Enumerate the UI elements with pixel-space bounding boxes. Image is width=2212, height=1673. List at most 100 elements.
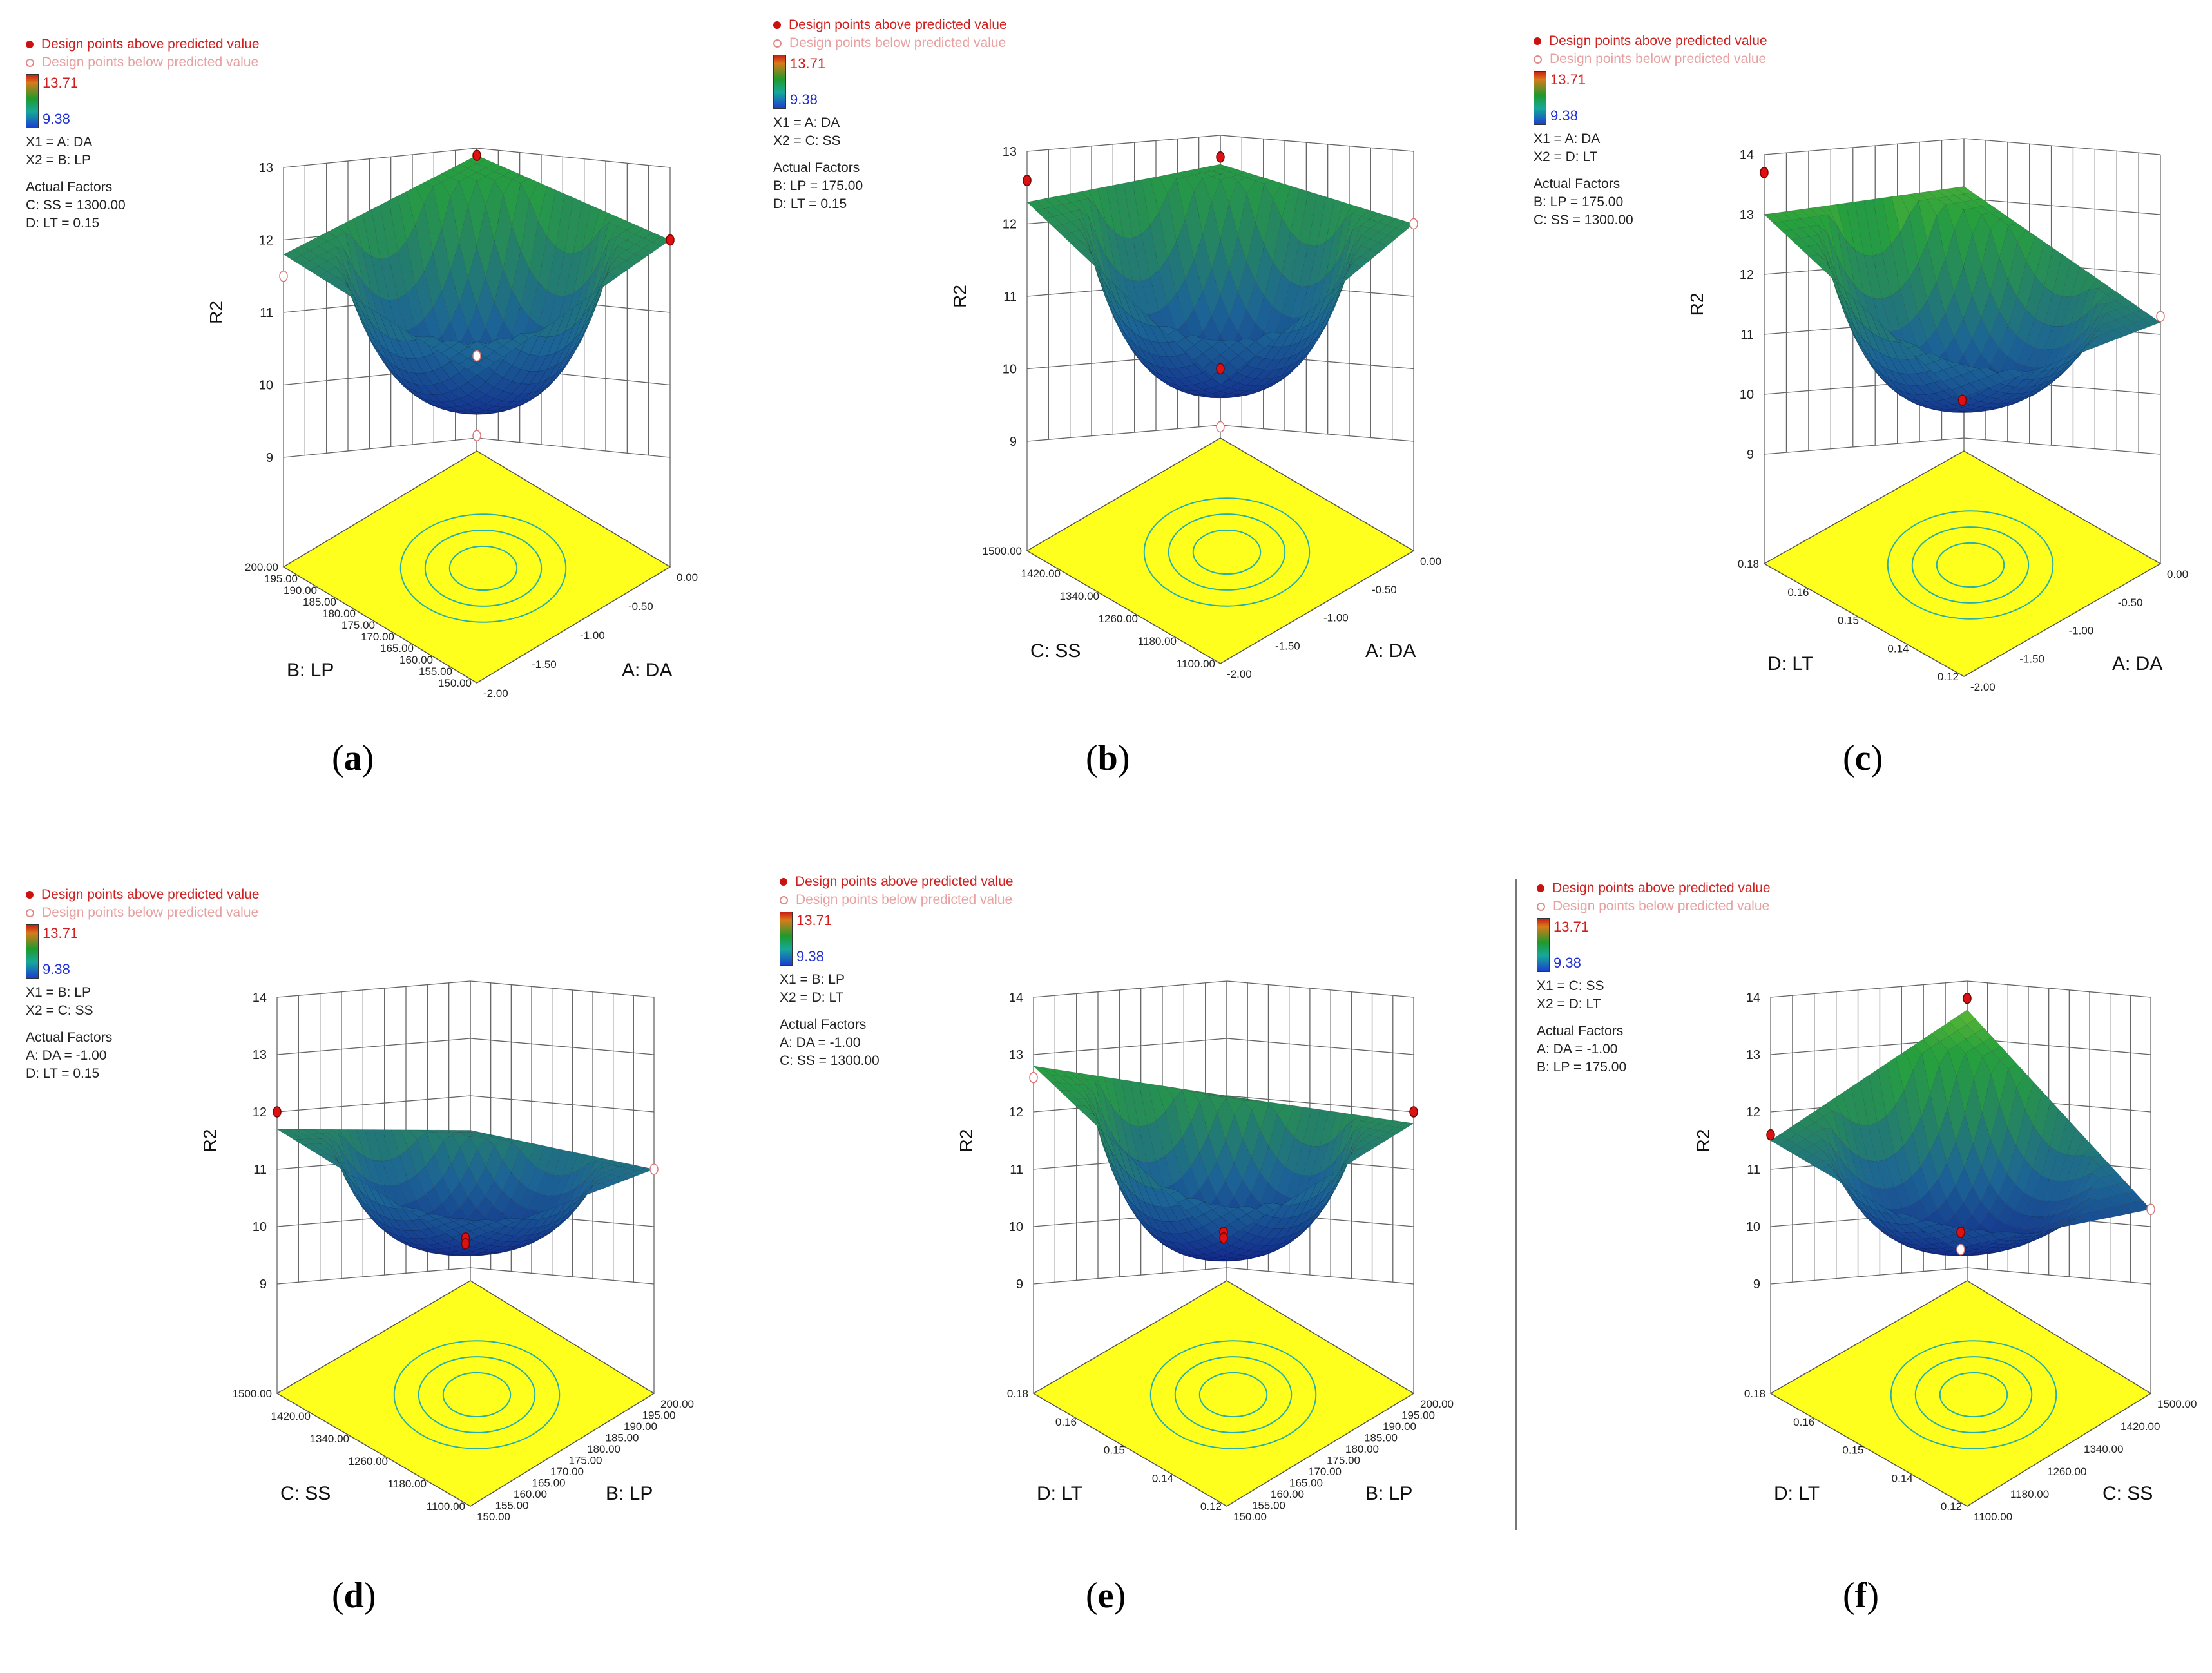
z-tick-label: 14 [1746,991,1760,1005]
actual-factor-1: B: LP = 175.00 [773,178,863,193]
response-surface [1764,186,2161,413]
design-points [1029,1071,1418,1244]
contour-floor [1032,1280,1415,1507]
x-tick-label: -0.50 [1372,584,1397,596]
z-tick-label: 10 [1009,1220,1023,1234]
z-tick-label: 11 [1740,328,1754,342]
actual-factors-title: Actual Factors [780,1017,867,1032]
actual-factors-title: Actual Factors [1534,177,1621,191]
chart-panel-b: 9 10 11 12 13 R2 0.00 -0.50 -1.00 -1.50 -2.00 1500.… [737,0,1474,836]
y-tick-label: 150.00 [438,677,472,689]
z-tick-label: 9 [266,451,273,465]
above-marker-icon [1537,884,1544,893]
design-point-above [1766,1129,1775,1141]
actual-factors-title: Actual Factors [773,160,860,175]
panel-caption: (c) [1843,738,1883,778]
actual-factor-2: C: SS = 1300.00 [1534,213,1633,227]
legend-above: Design points above predicted value [1552,881,1771,895]
z-tick-label: 13 [1009,1048,1023,1062]
z-axis-label: R2 [956,1129,976,1152]
z-tick-label: 9 [1010,435,1017,449]
z-tick-label: 12 [1746,1105,1760,1120]
y-tick-label: 195.00 [264,573,298,585]
y-tick-label: 170.00 [361,631,394,643]
y-tick-label: 0.16 [1787,586,1809,598]
legend-block: Design points above predicted value Desi… [1537,879,1771,1076]
color-scale: 13.71 9.38 [1534,71,1767,125]
caption-letter: d [343,1576,364,1616]
color-min: 9.38 [43,961,70,977]
color-min: 9.38 [1553,955,1581,971]
legend-below: Design points below predicted value [796,892,1013,907]
y-axis-label: C: SS [280,1483,331,1504]
x-tick-label: 160.00 [514,1488,547,1500]
color-scale: 13.71 9.38 [26,924,260,979]
x2-label: X2 = C: SS [773,133,841,148]
y-tick-label: 0.14 [1152,1472,1173,1484]
z-tick-label: 14 [1740,148,1754,162]
z-axis-label: R2 [200,1129,220,1152]
y-axis-label: C: SS [1030,640,1081,662]
x-tick-label: 170.00 [550,1466,584,1478]
below-marker-icon [773,39,782,48]
design-point-below [649,1163,659,1175]
design-point-above [472,149,481,161]
x-tick-label: 185.00 [1364,1432,1398,1444]
x1-label: X1 = A: DA [773,115,840,130]
panel-caption: (d) [332,1576,376,1616]
y-tick-label: 185.00 [303,596,336,608]
below-marker-icon [780,895,788,904]
x-tick-label: 150.00 [1233,1511,1267,1523]
design-point-above [1023,175,1032,186]
color-min: 9.38 [43,111,70,127]
design-point-above [1409,1106,1418,1118]
z-tick-label: 13 [1003,145,1017,159]
z-tick-label: 13 [1740,208,1754,222]
y-axis-label: D: LT [1774,1483,1820,1504]
surface-plot-d: 9 10 11 12 13 14 R2 200.00195.00190.00185.00180… [200,980,694,1523]
color-max: 13.71 [796,912,832,928]
legend-below: Design points below predicted value [1550,52,1767,66]
z-tick-label: 9 [1747,448,1754,462]
x-tick-label: -1.00 [2069,625,2094,637]
x-axis-label: C: SS [2102,1483,2153,1504]
design-point-above [1216,363,1225,375]
x-tick-label: -0.50 [628,600,653,613]
above-marker-icon [1534,37,1541,46]
contour-floor [1026,437,1415,664]
design-points [1766,992,2155,1256]
x1-label: X1 = A: DA [26,135,93,149]
color-min: 9.38 [790,91,818,108]
actual-factors-title: Actual Factors [1537,1024,1624,1038]
x-axis-label: B: LP [606,1483,653,1504]
contour-floor [1763,450,2162,677]
above-marker-icon [780,878,787,886]
y-tick-label: 0.12 [1200,1500,1222,1513]
design-point-below [2156,311,2165,322]
x-tick-label: 185.00 [606,1432,639,1444]
legend-above: Design points above predicted value [41,37,260,52]
actual-factors-title: Actual Factors [26,1030,113,1045]
caption-letter: a [343,738,362,778]
x1-label: X1 = B: LP [26,985,91,1000]
legend-above: Design points above predicted value [1549,33,1767,48]
design-point-below [279,271,288,282]
x-tick-label: 175.00 [1327,1455,1360,1467]
actual-factor-1: A: DA = -1.00 [780,1035,861,1050]
legend-block: Design points above predicted value Desi… [26,886,260,1083]
actual-factor-1: A: DA = -1.00 [26,1048,107,1063]
design-point-above [1963,992,1972,1004]
contour-lines [393,1340,561,1449]
y-axis-label: D: LT [1767,653,1813,674]
y-axis-label: D: LT [1037,1483,1082,1504]
z-tick-label: 9 [1016,1277,1023,1292]
y-tick-label: 0.12 [1941,1500,1962,1513]
z-tick-label: 12 [259,234,273,248]
z-tick-label: 10 [1746,1220,1760,1234]
design-point-above [1957,394,1967,406]
x-tick-label: 150.00 [477,1511,510,1523]
chart-panel-e: 9 10 11 12 13 14 R2 200.00 195.00 190.00 185.00 180… [737,836,1474,1672]
contour-floor [276,1280,655,1507]
contour-floor [1769,1280,2152,1507]
z-tick-label: 12 [1009,1105,1023,1120]
